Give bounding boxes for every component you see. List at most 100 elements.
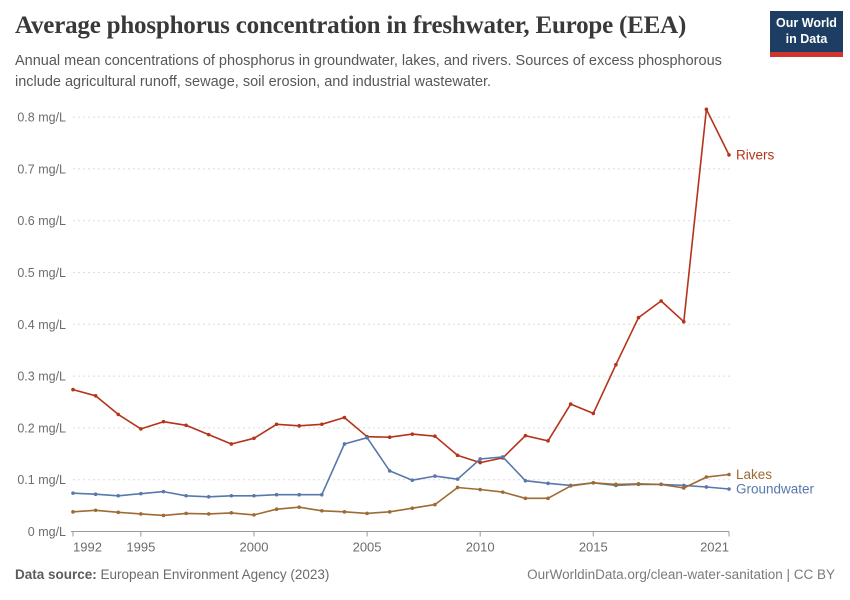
data-point bbox=[478, 460, 482, 465]
data-point bbox=[387, 469, 392, 473]
data-point bbox=[297, 505, 302, 509]
data-point bbox=[206, 512, 211, 516]
data-point bbox=[184, 511, 188, 516]
data-point bbox=[161, 489, 166, 494]
data-point bbox=[229, 442, 234, 446]
data-point bbox=[410, 478, 415, 483]
data-point bbox=[71, 510, 75, 514]
data-source-value: European Environment Agency (2023) bbox=[96, 567, 330, 582]
data-point bbox=[568, 402, 573, 406]
series-line-rivers bbox=[72, 108, 730, 464]
data-point bbox=[365, 435, 369, 440]
data-point bbox=[116, 510, 121, 515]
owid-logo: Our World in Data bbox=[770, 11, 843, 57]
data-point bbox=[455, 485, 460, 490]
y-axis-tick-label: 0.4 mg/L bbox=[17, 318, 66, 332]
data-point bbox=[546, 481, 550, 486]
data-point bbox=[727, 472, 731, 477]
data-point bbox=[727, 153, 731, 157]
data-point bbox=[139, 491, 143, 496]
owid-logo-line2: in Data bbox=[785, 31, 828, 46]
y-axis-tick-label: 0.2 mg/L bbox=[17, 421, 66, 435]
x-axis-tick-label: 2000 bbox=[240, 540, 269, 555]
data-point bbox=[342, 510, 347, 514]
series-line-lakes bbox=[72, 473, 730, 517]
y-axis-tick-label: 0.3 mg/L bbox=[17, 370, 66, 384]
data-point bbox=[297, 492, 302, 497]
data-point bbox=[681, 319, 686, 324]
data-point bbox=[320, 508, 324, 513]
x-axis-tick-label: 2005 bbox=[353, 540, 382, 555]
data-point bbox=[93, 492, 98, 497]
data-point bbox=[704, 107, 709, 112]
data-point bbox=[116, 493, 121, 498]
data-point bbox=[274, 422, 279, 427]
x-axis-tick-label: 2015 bbox=[579, 540, 608, 555]
chart-footer: Data source: European Environment Agency… bbox=[15, 567, 835, 582]
data-point bbox=[139, 427, 143, 431]
data-point bbox=[568, 484, 573, 488]
data-point bbox=[433, 502, 437, 507]
data-point bbox=[410, 432, 415, 436]
x-axis-tick-label: 1995 bbox=[126, 540, 155, 555]
series-label-groundwater: Groundwater bbox=[736, 482, 815, 497]
data-point bbox=[704, 475, 709, 479]
data-point bbox=[184, 423, 188, 428]
data-source-label: Data source: bbox=[15, 567, 97, 582]
series-label-rivers: Rivers bbox=[736, 147, 775, 162]
chart-subtitle: Annual mean concentrations of phosphorus… bbox=[15, 53, 722, 91]
data-point bbox=[523, 496, 528, 501]
data-point bbox=[206, 432, 211, 437]
data-point bbox=[681, 486, 686, 490]
data-point bbox=[229, 511, 234, 515]
data-point bbox=[320, 492, 324, 497]
data-point bbox=[116, 412, 121, 417]
data-point bbox=[206, 494, 211, 499]
data-point bbox=[614, 362, 618, 367]
x-axis-tick-label: 2010 bbox=[466, 540, 495, 555]
data-point bbox=[184, 493, 188, 498]
page-title: Average phosphorus concentration in fres… bbox=[15, 12, 687, 39]
y-axis-tick-label: 0.8 mg/L bbox=[17, 111, 66, 125]
data-point bbox=[591, 411, 596, 416]
series-line-groundwater bbox=[72, 436, 730, 498]
data-point bbox=[659, 299, 663, 303]
data-point bbox=[433, 474, 437, 478]
y-axis-tick-label: 0.5 mg/L bbox=[17, 266, 66, 280]
data-point bbox=[342, 415, 347, 420]
x-axis-tick-label: 2021 bbox=[700, 540, 729, 555]
data-point bbox=[433, 434, 437, 438]
data-point bbox=[478, 487, 482, 492]
data-point bbox=[274, 507, 279, 512]
data-point bbox=[591, 481, 596, 485]
data-point bbox=[500, 490, 505, 494]
data-point bbox=[704, 485, 709, 489]
y-axis-tick-label: 0.6 mg/L bbox=[17, 214, 66, 228]
data-point bbox=[252, 493, 256, 498]
data-point bbox=[320, 422, 324, 427]
data-point bbox=[93, 393, 98, 398]
data-point bbox=[161, 513, 166, 518]
owid-logo-line1: Our World bbox=[776, 15, 837, 30]
data-point bbox=[681, 483, 686, 488]
data-point bbox=[229, 493, 234, 498]
data-source: Data source: European Environment Agency… bbox=[15, 567, 329, 582]
data-point bbox=[365, 511, 369, 516]
y-axis-tick-label: 0.7 mg/L bbox=[17, 162, 66, 176]
data-point bbox=[387, 435, 392, 440]
data-point bbox=[523, 478, 528, 483]
data-point bbox=[410, 506, 415, 510]
y-axis-tick-label: 0 mg/L bbox=[28, 525, 66, 539]
series-label-lakes: Lakes bbox=[736, 467, 772, 482]
data-point bbox=[636, 482, 641, 486]
y-axis-tick-label: 0.1 mg/L bbox=[17, 473, 66, 487]
data-point bbox=[387, 510, 392, 514]
data-point bbox=[71, 387, 75, 392]
data-point bbox=[546, 439, 550, 443]
data-point bbox=[546, 496, 550, 501]
data-point bbox=[71, 491, 75, 495]
data-point bbox=[297, 424, 302, 428]
data-point bbox=[659, 482, 663, 487]
data-point bbox=[342, 442, 347, 446]
